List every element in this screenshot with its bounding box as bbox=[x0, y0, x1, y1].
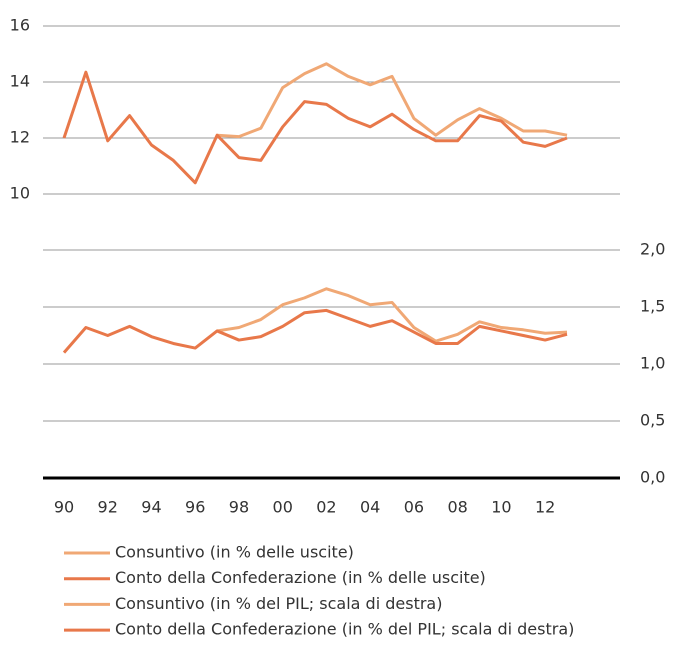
x-tick-label: 04 bbox=[360, 498, 380, 517]
legend-label: Consuntivo (in % del PIL; scala di destr… bbox=[115, 594, 442, 613]
x-tick-label: 10 bbox=[491, 498, 511, 517]
x-tick-label: 06 bbox=[404, 498, 424, 517]
y-tick-label: 12 bbox=[10, 128, 30, 147]
line-series bbox=[62, 70, 568, 185]
y2-tick-label: 1,0 bbox=[640, 354, 665, 373]
x-tick-label: 90 bbox=[54, 498, 74, 517]
y2-tick-label: 0,5 bbox=[640, 411, 665, 430]
legend-label: Consuntivo (in % delle uscite) bbox=[115, 543, 354, 562]
x-tick-label: 96 bbox=[185, 498, 205, 517]
y-tick-label: 16 bbox=[10, 16, 30, 35]
y-tick-label: 14 bbox=[10, 72, 30, 91]
y2-tick-label: 2,0 bbox=[640, 240, 665, 259]
legend-label: Conto della Confederazione (in % delle u… bbox=[115, 568, 486, 587]
line-series bbox=[62, 308, 568, 354]
y2-tick-label: 1,5 bbox=[640, 297, 665, 316]
line-series bbox=[216, 62, 568, 139]
x-tick-label: 98 bbox=[229, 498, 249, 517]
x-tick-label: 02 bbox=[316, 498, 336, 517]
x-tick-label: 00 bbox=[273, 498, 293, 517]
x-tick-label: 08 bbox=[447, 498, 467, 517]
y-tick-label: 10 bbox=[10, 184, 30, 203]
x-tick-label: 92 bbox=[98, 498, 118, 517]
line-series bbox=[216, 287, 568, 343]
x-tick-label: 94 bbox=[141, 498, 161, 517]
y2-tick-label: 0,0 bbox=[640, 468, 665, 487]
x-tick-label: 12 bbox=[535, 498, 555, 517]
legend-label: Conto della Confederazione (in % del PIL… bbox=[115, 620, 574, 639]
